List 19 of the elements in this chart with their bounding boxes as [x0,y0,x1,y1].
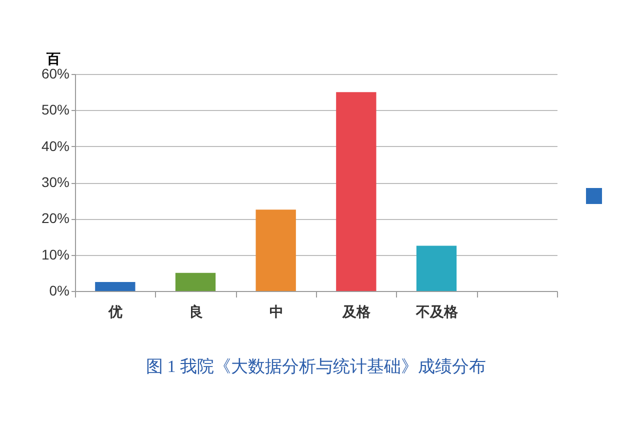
x-tick-label: 不及格 [415,304,459,320]
x-tick-label: 优 [108,304,123,320]
y-tick-label: 0% [49,282,70,298]
bar [256,210,296,291]
x-tick-label: 中 [269,304,284,320]
y-axis-title: 百 [46,50,60,66]
y-tick-label: 40% [41,138,70,154]
y-tick-label: 60% [41,66,70,82]
bar [95,282,136,291]
x-tick-label: 良 [189,304,203,320]
y-tick-label: 10% [41,246,70,262]
bar [175,272,216,291]
y-tick-label: 50% [41,102,70,118]
bar [416,246,457,291]
bar [336,92,376,291]
text: 图 1 我院《大数据分析与统计基础》成绩分布 [146,357,486,376]
y-tick-label: 20% [41,210,70,226]
x-tick-label: 及格 [342,304,372,320]
y-tick-label: 30% [41,174,70,190]
